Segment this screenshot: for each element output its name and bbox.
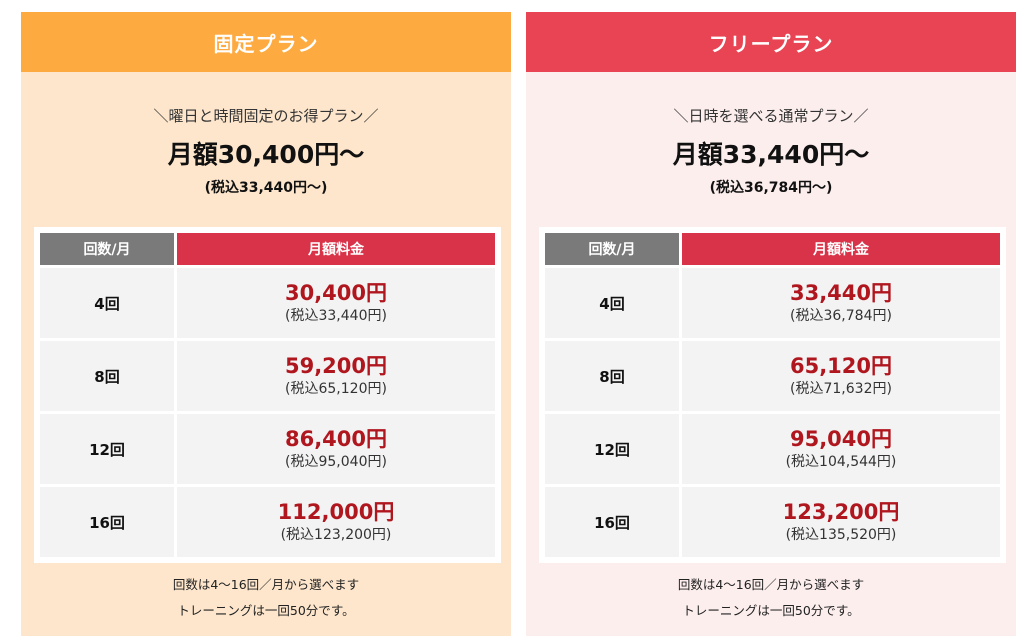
free-plan-headline-price: 月額33,440円～: [672, 140, 870, 169]
price-cell: 123,200円 (税込135,520円): [682, 487, 1000, 557]
price-cell: 112,000円 (税込123,200円): [177, 487, 495, 557]
price-value: 95,040円: [789, 427, 893, 451]
table-row: 8回 59,200円 (税込65,120円): [40, 341, 495, 411]
sessions-cell: 16回: [40, 487, 174, 557]
table-row: 8回 65,120円 (税込71,632円): [545, 341, 1000, 411]
price-value: 33,440円: [789, 281, 893, 305]
table-header-row: 回数/月 月額料金: [40, 233, 495, 265]
price-cell: 30,400円 (税込33,440円): [177, 268, 495, 338]
price-tax-included: (税込36,784円): [790, 308, 892, 324]
table-header-row: 回数/月 月額料金: [545, 233, 1000, 265]
price-value: 112,000円: [277, 500, 395, 524]
free-plan-note-duration: トレーニングは一回50分です。: [682, 603, 860, 618]
sessions-cell: 12回: [545, 414, 679, 484]
price-cell: 33,440円 (税込36,784円): [682, 268, 1000, 338]
price-cell: 59,200円 (税込65,120円): [177, 341, 495, 411]
sessions-cell: 4回: [40, 268, 174, 338]
price-tax-included: (税込71,632円): [790, 381, 892, 397]
sessions-cell: 4回: [545, 268, 679, 338]
column-header-monthly-fee: 月額料金: [177, 233, 495, 265]
free-plan-tax-included: (税込36,784円～): [709, 180, 833, 196]
fixed-plan-tagline: ＼曜日と時間固定のお得プラン／: [153, 107, 379, 125]
free-plan-tagline: ＼日時を選べる通常プラン／: [673, 107, 869, 125]
fixed-plan-price-table: 回数/月 月額料金 4回 30,400円 (税込33,440円) 8回 59,2…: [34, 227, 501, 563]
column-header-count: 回数/月: [545, 233, 679, 265]
fixed-plan-title: 固定プラン: [21, 12, 511, 72]
price-tax-included: (税込65,120円): [285, 381, 387, 397]
price-cell: 86,400円 (税込95,040円): [177, 414, 495, 484]
free-plan-price-table: 回数/月 月額料金 4回 33,440円 (税込36,784円) 8回 65,1…: [539, 227, 1006, 563]
fixed-plan-note-duration: トレーニングは一回50分です。: [177, 603, 355, 618]
free-plan-card: フリープラン ＼日時を選べる通常プラン／ 月額33,440円～ (税込36,78…: [526, 12, 1016, 636]
price-value: 123,200円: [782, 500, 900, 524]
price-tax-included: (税込123,200円): [280, 527, 392, 543]
table-row: 4回 33,440円 (税込36,784円): [545, 268, 1000, 338]
table-row: 16回 112,000円 (税込123,200円): [40, 487, 495, 557]
price-tax-included: (税込135,520円): [785, 527, 897, 543]
column-header-monthly-fee: 月額料金: [682, 233, 1000, 265]
price-value: 86,400円: [284, 427, 388, 451]
table-row: 4回 30,400円 (税込33,440円): [40, 268, 495, 338]
table-row: 12回 86,400円 (税込95,040円): [40, 414, 495, 484]
fixed-plan-card: 固定プラン ＼曜日と時間固定のお得プラン／ 月額30,400円～ (税込33,4…: [21, 12, 511, 636]
price-value: 59,200円: [284, 354, 388, 378]
sessions-cell: 16回: [545, 487, 679, 557]
price-cell: 95,040円 (税込104,544円): [682, 414, 1000, 484]
fixed-plan-headline-price: 月額30,400円～: [167, 140, 365, 169]
price-tax-included: (税込95,040円): [285, 454, 387, 470]
sessions-cell: 12回: [40, 414, 174, 484]
column-header-count: 回数/月: [40, 233, 174, 265]
table-row: 12回 95,040円 (税込104,544円): [545, 414, 1000, 484]
free-plan-note-sessions: 回数は4～16回／月から選べます: [677, 577, 865, 592]
fixed-plan-note-sessions: 回数は4～16回／月から選べます: [172, 577, 360, 592]
free-plan-title: フリープラン: [526, 12, 1016, 72]
price-value: 65,120円: [789, 354, 893, 378]
table-row: 16回 123,200円 (税込135,520円): [545, 487, 1000, 557]
fixed-plan-tax-included: (税込33,440円～): [204, 180, 328, 196]
sessions-cell: 8回: [545, 341, 679, 411]
sessions-cell: 8回: [40, 341, 174, 411]
price-cell: 65,120円 (税込71,632円): [682, 341, 1000, 411]
price-tax-included: (税込104,544円): [785, 454, 897, 470]
price-value: 30,400円: [284, 281, 388, 305]
price-tax-included: (税込33,440円): [285, 308, 387, 324]
